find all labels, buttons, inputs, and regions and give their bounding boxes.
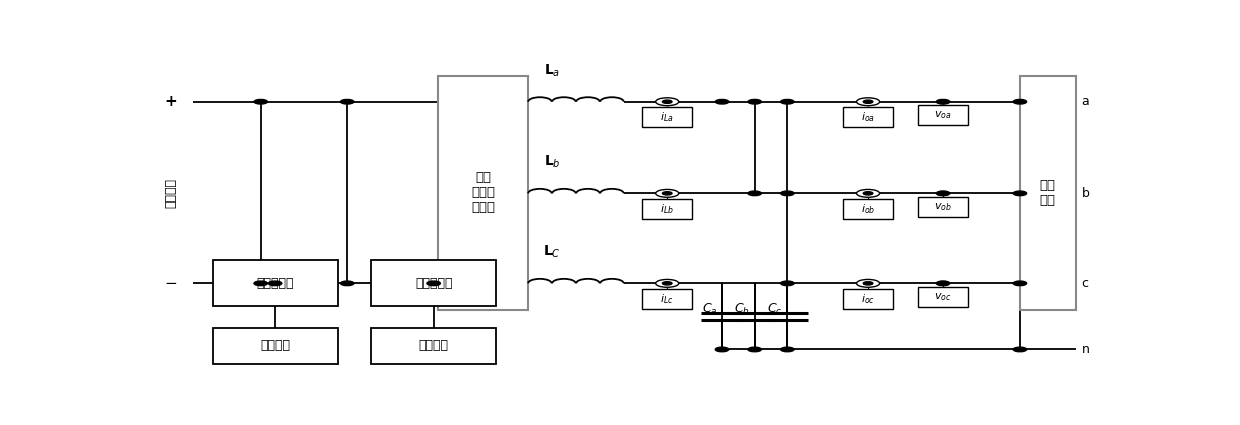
- Text: $i_{La}$: $i_{La}$: [661, 110, 675, 124]
- Text: 三相
两电平
逆变器: 三相 两电平 逆变器: [471, 171, 495, 214]
- Circle shape: [937, 191, 949, 196]
- Bar: [371, 328, 496, 363]
- Circle shape: [936, 99, 950, 104]
- Circle shape: [1013, 347, 1027, 352]
- Circle shape: [1013, 99, 1027, 104]
- Bar: [439, 76, 528, 309]
- Circle shape: [748, 191, 761, 196]
- Text: $\mathbf{L}_b$: $\mathbf{L}_b$: [543, 154, 560, 170]
- Circle shape: [1013, 191, 1027, 196]
- Bar: [642, 107, 692, 127]
- Circle shape: [937, 281, 949, 285]
- Text: $i_{oc}$: $i_{oc}$: [861, 292, 875, 306]
- Circle shape: [936, 281, 950, 286]
- Bar: [843, 199, 893, 218]
- Circle shape: [1013, 281, 1027, 286]
- Circle shape: [863, 100, 873, 103]
- Bar: [843, 289, 893, 309]
- Text: $i_{Lb}$: $i_{Lb}$: [660, 202, 675, 215]
- Circle shape: [254, 99, 268, 104]
- Text: $v_{oc}$: $v_{oc}$: [934, 291, 952, 303]
- Circle shape: [863, 192, 873, 195]
- Bar: [213, 328, 337, 363]
- Circle shape: [715, 347, 729, 352]
- Circle shape: [781, 347, 794, 352]
- Circle shape: [863, 282, 873, 285]
- Circle shape: [857, 279, 879, 287]
- Circle shape: [748, 99, 761, 104]
- Bar: [918, 105, 968, 125]
- Circle shape: [857, 190, 879, 197]
- Text: n: n: [1081, 343, 1089, 356]
- Circle shape: [715, 99, 729, 104]
- Text: $v_{oa}$: $v_{oa}$: [934, 109, 952, 121]
- Bar: [642, 199, 692, 218]
- Circle shape: [937, 100, 949, 104]
- Text: $i_{oa}$: $i_{oa}$: [861, 110, 875, 124]
- Text: c: c: [1081, 277, 1089, 290]
- Text: $C_c$: $C_c$: [768, 302, 782, 317]
- Circle shape: [656, 279, 678, 287]
- Circle shape: [857, 98, 879, 106]
- Circle shape: [781, 99, 794, 104]
- Text: $i_{Lc}$: $i_{Lc}$: [661, 292, 675, 306]
- Circle shape: [341, 99, 353, 104]
- Bar: [371, 261, 496, 306]
- Text: 储能控制器: 储能控制器: [415, 277, 453, 290]
- Circle shape: [662, 100, 672, 103]
- Circle shape: [748, 347, 761, 352]
- Bar: [642, 289, 692, 309]
- Text: $C_a$: $C_a$: [702, 302, 717, 317]
- Circle shape: [656, 190, 678, 197]
- Bar: [918, 287, 968, 306]
- Text: $\mathbf{L}_a$: $\mathbf{L}_a$: [543, 62, 560, 79]
- Circle shape: [781, 191, 794, 196]
- Circle shape: [662, 282, 672, 285]
- Text: b: b: [1081, 187, 1089, 200]
- Text: $C_b$: $C_b$: [734, 302, 750, 317]
- Text: 功率控制器: 功率控制器: [257, 277, 294, 290]
- Circle shape: [254, 281, 268, 286]
- Text: $\mathbf{L}_C$: $\mathbf{L}_C$: [543, 244, 560, 261]
- Text: 蓄电池等: 蓄电池等: [419, 339, 449, 352]
- Bar: [843, 107, 893, 127]
- Circle shape: [427, 281, 440, 286]
- Text: $v_{ob}$: $v_{ob}$: [934, 201, 952, 212]
- Text: +: +: [165, 94, 177, 109]
- Circle shape: [936, 191, 950, 196]
- Bar: [213, 261, 337, 306]
- Text: a: a: [1081, 95, 1089, 108]
- Text: 直流母线: 直流母线: [165, 178, 177, 207]
- Circle shape: [268, 281, 281, 286]
- Text: $i_{ob}$: $i_{ob}$: [861, 202, 875, 215]
- Bar: [918, 197, 968, 217]
- Circle shape: [656, 98, 678, 106]
- Bar: [1019, 76, 1075, 309]
- Circle shape: [781, 281, 794, 286]
- Text: −: −: [165, 276, 177, 291]
- Circle shape: [341, 281, 353, 286]
- Circle shape: [662, 192, 672, 195]
- Text: 本地
负载: 本地 负载: [1040, 178, 1055, 207]
- Text: 光伏阵列: 光伏阵列: [260, 339, 290, 352]
